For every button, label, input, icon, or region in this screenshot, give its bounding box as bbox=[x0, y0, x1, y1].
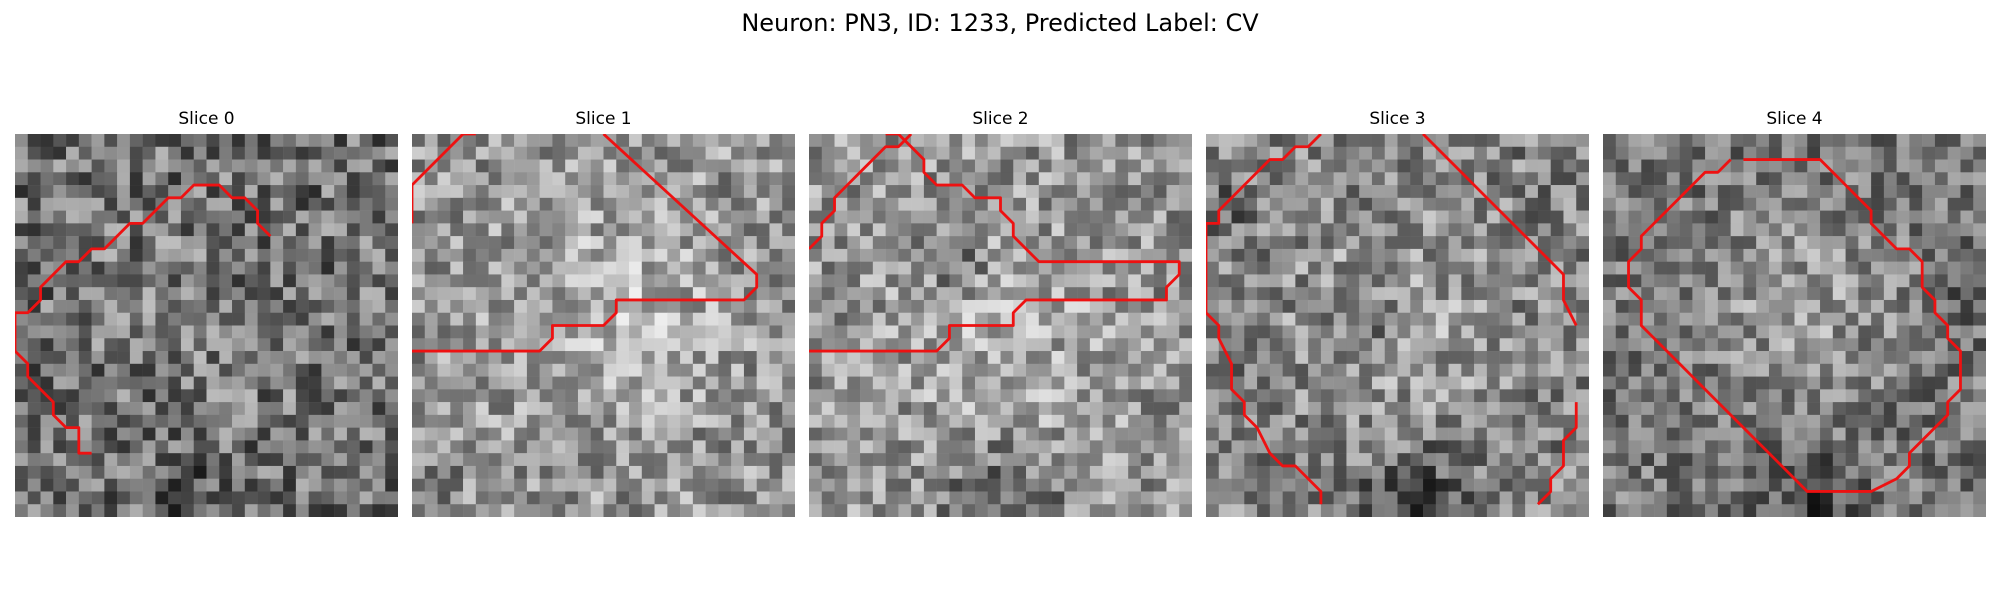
contour-line-3-0 bbox=[1206, 134, 1323, 505]
contour-line-2-0 bbox=[809, 134, 1181, 353]
slice-panel-1: Slice 1 bbox=[412, 108, 795, 521]
contour-line-3-2 bbox=[1536, 402, 1578, 506]
slice-image-0 bbox=[15, 134, 398, 517]
slice-image-2 bbox=[809, 134, 1192, 517]
slice-image-4 bbox=[1603, 134, 1986, 517]
slice-title-1: Slice 1 bbox=[575, 109, 632, 129]
contour-line-3-1 bbox=[1422, 134, 1578, 327]
contour-line-2-1 bbox=[809, 134, 913, 250]
slice-image-1 bbox=[412, 134, 795, 517]
slice-panel-0: Slice 0 bbox=[15, 108, 398, 521]
slice-panel-2: Slice 2 bbox=[809, 108, 1192, 521]
slice-panel-3: Slice 3 bbox=[1206, 108, 1589, 521]
slice-image-3 bbox=[1206, 134, 1589, 517]
slice-panel-4: Slice 4 bbox=[1603, 108, 1986, 521]
contour-line-1-1 bbox=[412, 134, 476, 224]
slice-title-3: Slice 3 bbox=[1369, 109, 1426, 129]
contour-line-0-0 bbox=[15, 183, 272, 455]
slice-title-0: Slice 0 bbox=[178, 109, 235, 129]
slice-title-2: Slice 2 bbox=[972, 109, 1029, 129]
contour-line-4-0 bbox=[1627, 158, 1962, 493]
figure-title: Neuron: PN3, ID: 1233, Predicted Label: … bbox=[741, 9, 1259, 37]
slice-title-4: Slice 4 bbox=[1766, 109, 1823, 129]
contour-line-1-0 bbox=[412, 134, 759, 353]
